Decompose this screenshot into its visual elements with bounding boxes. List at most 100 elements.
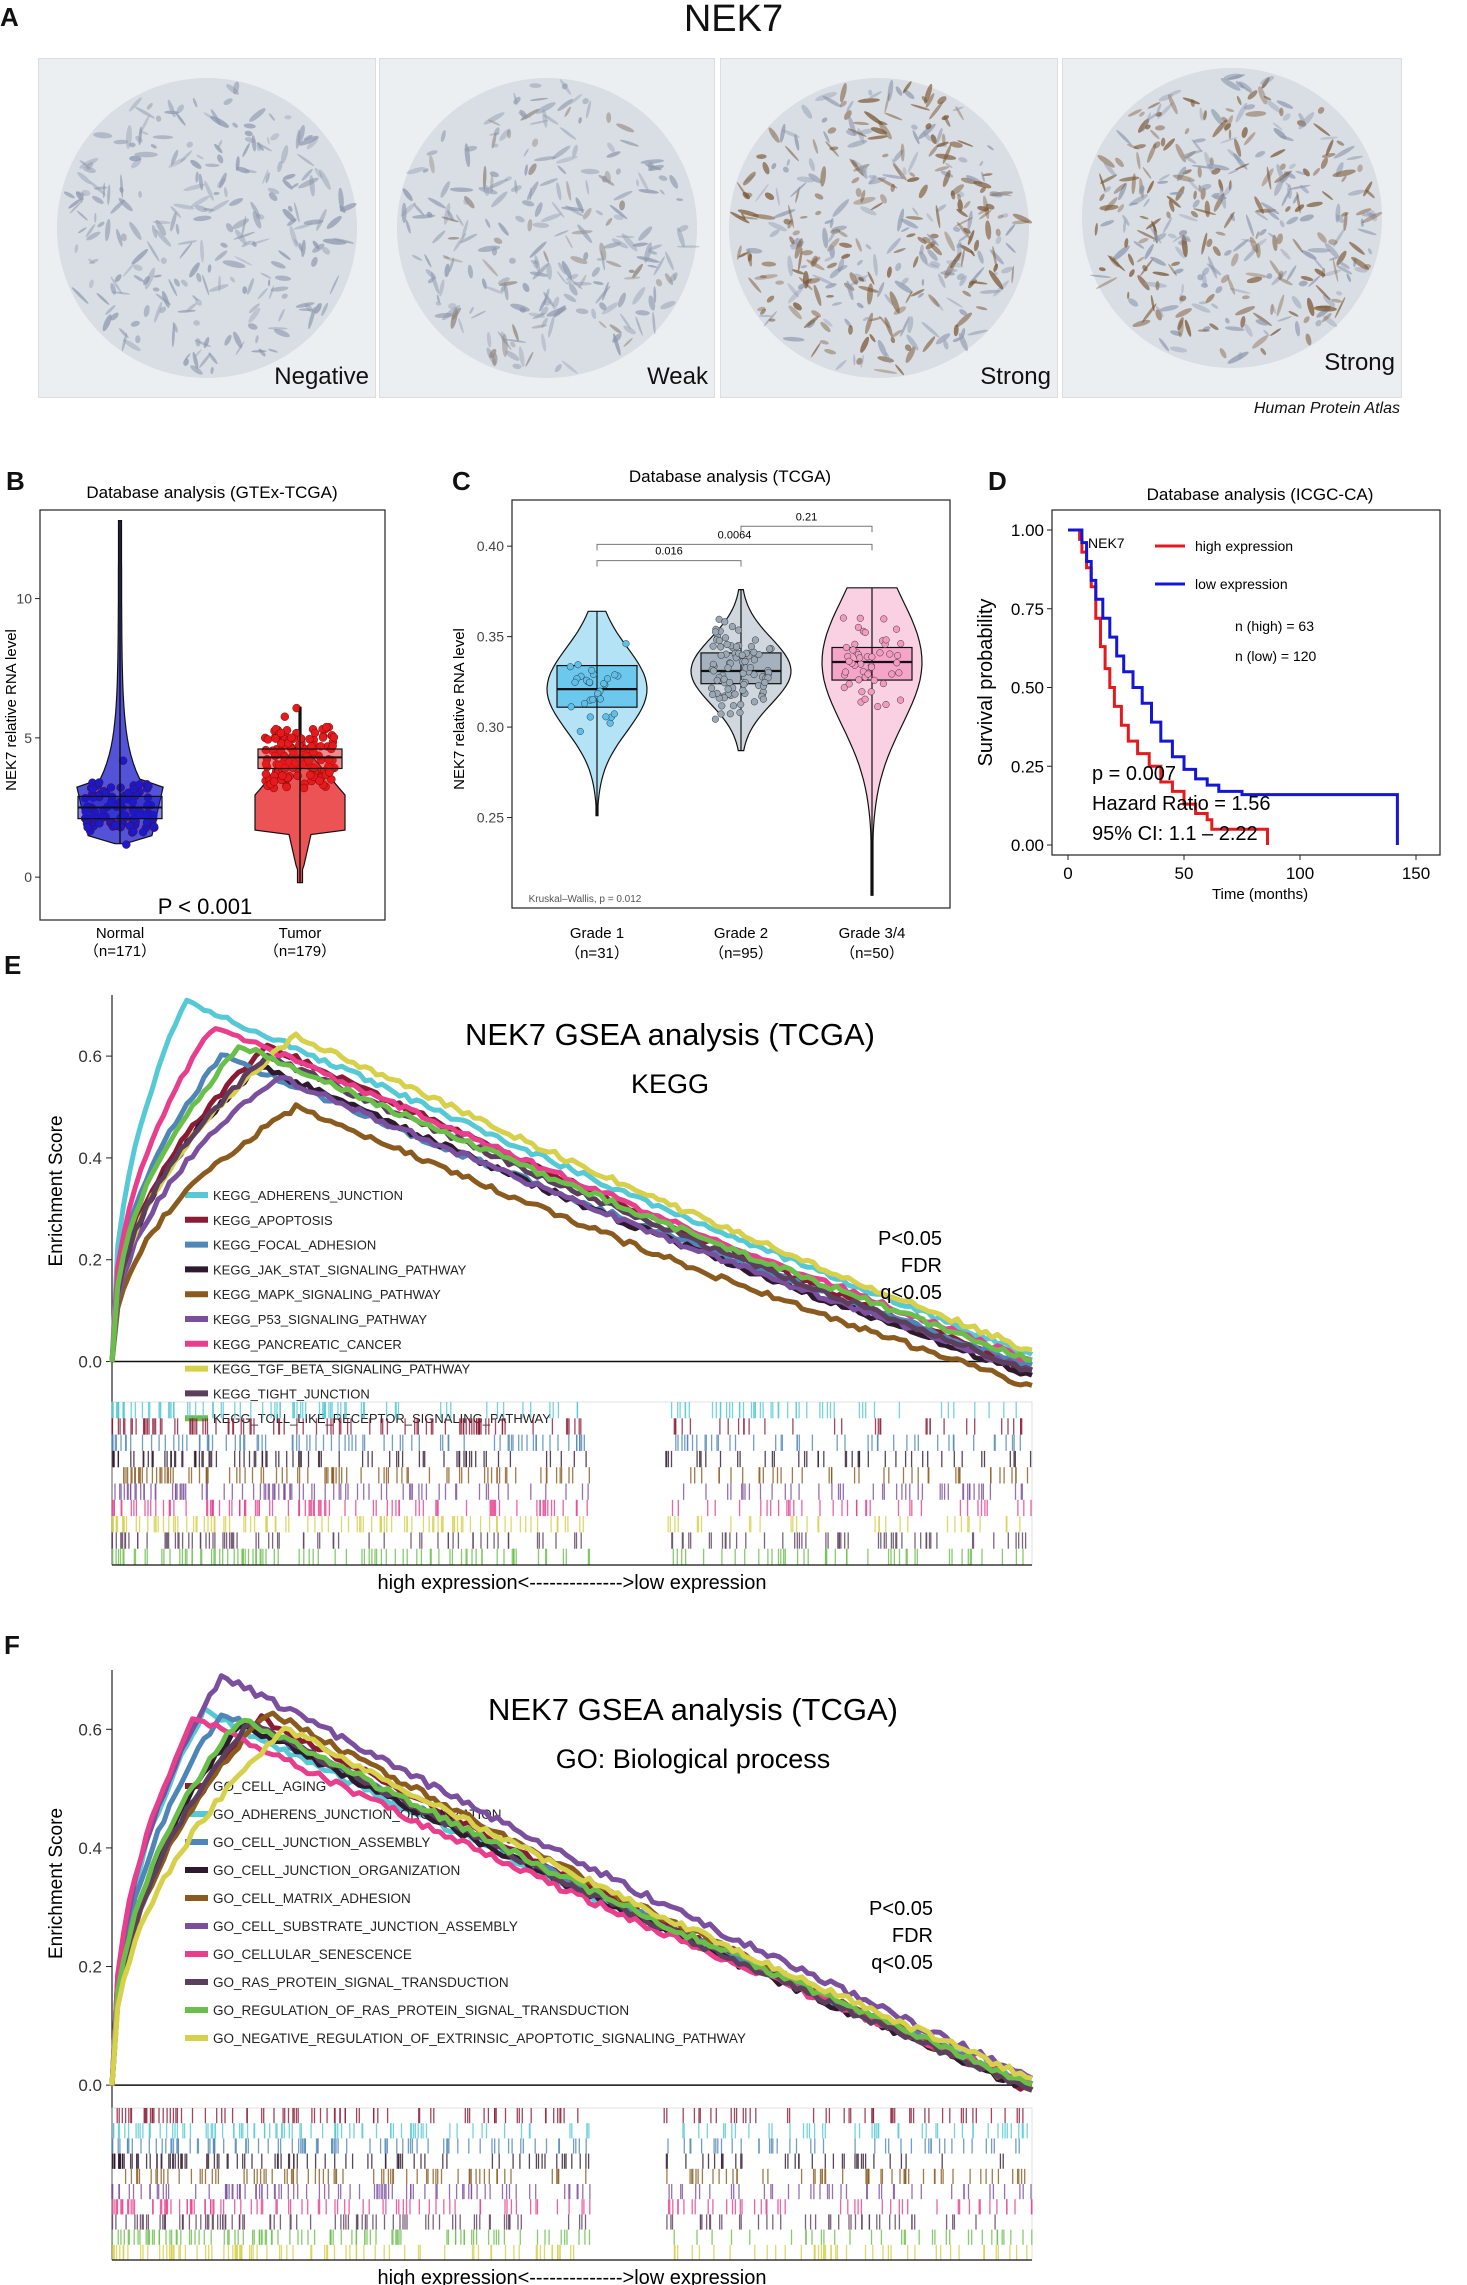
tissue-fiber bbox=[1280, 135, 1294, 142]
tissue-fiber bbox=[856, 357, 863, 365]
tissue-fiber bbox=[249, 108, 266, 122]
tissue-fiber bbox=[1346, 155, 1364, 161]
tissue-fiber bbox=[444, 263, 450, 278]
tissue-fiber bbox=[552, 296, 560, 310]
tissue-fiber bbox=[1220, 78, 1241, 91]
tissue-fiber bbox=[902, 167, 907, 176]
tissue-fiber bbox=[89, 181, 106, 196]
tissue-fiber bbox=[1231, 253, 1239, 267]
tissue-fiber bbox=[585, 179, 590, 195]
tissue-fiber bbox=[884, 317, 893, 337]
tissue-fiber bbox=[815, 210, 822, 216]
tissue-fiber bbox=[869, 317, 882, 322]
tissue-fiber bbox=[1351, 256, 1370, 271]
tissue-fiber bbox=[889, 291, 900, 314]
data-point bbox=[717, 710, 725, 718]
data-point bbox=[263, 735, 273, 744]
tissue-fiber bbox=[563, 293, 577, 303]
tissue-fiber bbox=[482, 259, 499, 277]
y-tick-label: 0.40 bbox=[477, 538, 504, 554]
data-point bbox=[567, 703, 575, 711]
tissue-fiber bbox=[919, 244, 924, 255]
p-value-annotation: P < 0.001 bbox=[158, 894, 252, 919]
data-point bbox=[723, 640, 731, 649]
tissue-fiber bbox=[556, 271, 567, 285]
tissue-fiber bbox=[1331, 298, 1343, 303]
y-tick-label: 0.6 bbox=[78, 1047, 102, 1066]
tissue-fiber bbox=[1206, 238, 1213, 248]
tissue-fiber bbox=[147, 241, 160, 262]
tissue-fiber bbox=[1183, 155, 1197, 164]
tissue-fiber bbox=[851, 177, 860, 184]
tissue-fiber bbox=[841, 253, 851, 259]
tissue-fiber bbox=[985, 220, 992, 240]
tissue-fiber bbox=[1103, 186, 1111, 193]
data-point bbox=[740, 680, 748, 688]
tissue-fiber bbox=[1220, 274, 1230, 284]
data-point bbox=[710, 667, 718, 675]
panel-letter-f: F bbox=[4, 1630, 20, 1660]
tissue-fiber bbox=[956, 208, 968, 218]
tissue-fiber bbox=[585, 100, 592, 119]
tissue-fiber bbox=[1203, 110, 1207, 121]
rug-row bbox=[114, 1483, 1023, 1500]
data-point bbox=[894, 652, 902, 660]
legend-label: KEGG_MAPK_SIGNALING_PATHWAY bbox=[213, 1287, 441, 1302]
tissue-fiber bbox=[738, 216, 759, 220]
plot-frame bbox=[1051, 509, 1441, 856]
tissue-fiber bbox=[860, 354, 864, 368]
tissue-fiber bbox=[855, 187, 862, 198]
tissue-fiber bbox=[628, 269, 635, 274]
tissue-fiber bbox=[316, 208, 327, 231]
tissue-fiber bbox=[884, 92, 890, 114]
data-point bbox=[261, 769, 271, 779]
x-count-label: （n=171） bbox=[84, 943, 156, 960]
tissue-fiber bbox=[912, 256, 919, 268]
tissue-fiber bbox=[636, 256, 660, 263]
tissue-fiber bbox=[895, 262, 902, 272]
tissue-fiber bbox=[917, 292, 924, 298]
tissue-fiber bbox=[970, 250, 975, 257]
tissue-fiber bbox=[1247, 90, 1258, 100]
panel-a-title: NEK7 bbox=[683, 0, 784, 40]
data-point bbox=[882, 636, 890, 644]
tissue-fiber bbox=[442, 256, 464, 263]
x-tick-label: Normal bbox=[96, 925, 144, 942]
tissue-fiber bbox=[255, 335, 259, 344]
tissue-fiber bbox=[977, 250, 984, 264]
tissue-fiber bbox=[858, 165, 868, 174]
tissue-fiber bbox=[583, 207, 592, 220]
data-point bbox=[751, 636, 759, 644]
tissue-fiber bbox=[243, 123, 256, 129]
tissue-fiber bbox=[800, 265, 808, 269]
data-point bbox=[144, 781, 153, 791]
tissue-fiber bbox=[922, 336, 936, 353]
tissue-fiber bbox=[1168, 94, 1178, 115]
y-tick-label: 0.00 bbox=[1011, 836, 1044, 855]
tissue-fiber bbox=[1193, 138, 1206, 143]
tissue-fiber bbox=[116, 228, 123, 247]
data-point bbox=[276, 728, 286, 738]
data-point bbox=[310, 728, 320, 738]
tissue-fiber bbox=[195, 338, 201, 347]
data-point bbox=[278, 771, 287, 780]
tissue-fiber bbox=[665, 251, 674, 271]
tissue-fiber bbox=[229, 198, 244, 206]
tissue-fiber bbox=[782, 166, 789, 173]
tissue-fiber bbox=[678, 224, 689, 232]
tissue-fiber bbox=[146, 103, 153, 110]
tissue-fiber bbox=[1197, 329, 1210, 332]
tissue-fiber bbox=[1260, 347, 1267, 356]
tissue-fiber bbox=[603, 242, 622, 249]
tissue-fiber bbox=[401, 202, 407, 224]
tissue-fiber bbox=[853, 163, 870, 172]
tissue-fiber bbox=[85, 224, 96, 238]
tissue-fiber bbox=[921, 96, 928, 103]
tissue-fiber bbox=[676, 245, 700, 248]
tissue-label-3: Strong bbox=[980, 363, 1051, 390]
legend-label: GO_CELL_AGING bbox=[213, 1779, 326, 1794]
comparison-bracket bbox=[740, 525, 873, 533]
tissue-fiber bbox=[819, 340, 829, 345]
tissue-fiber bbox=[1179, 295, 1187, 302]
data-point bbox=[299, 783, 309, 793]
